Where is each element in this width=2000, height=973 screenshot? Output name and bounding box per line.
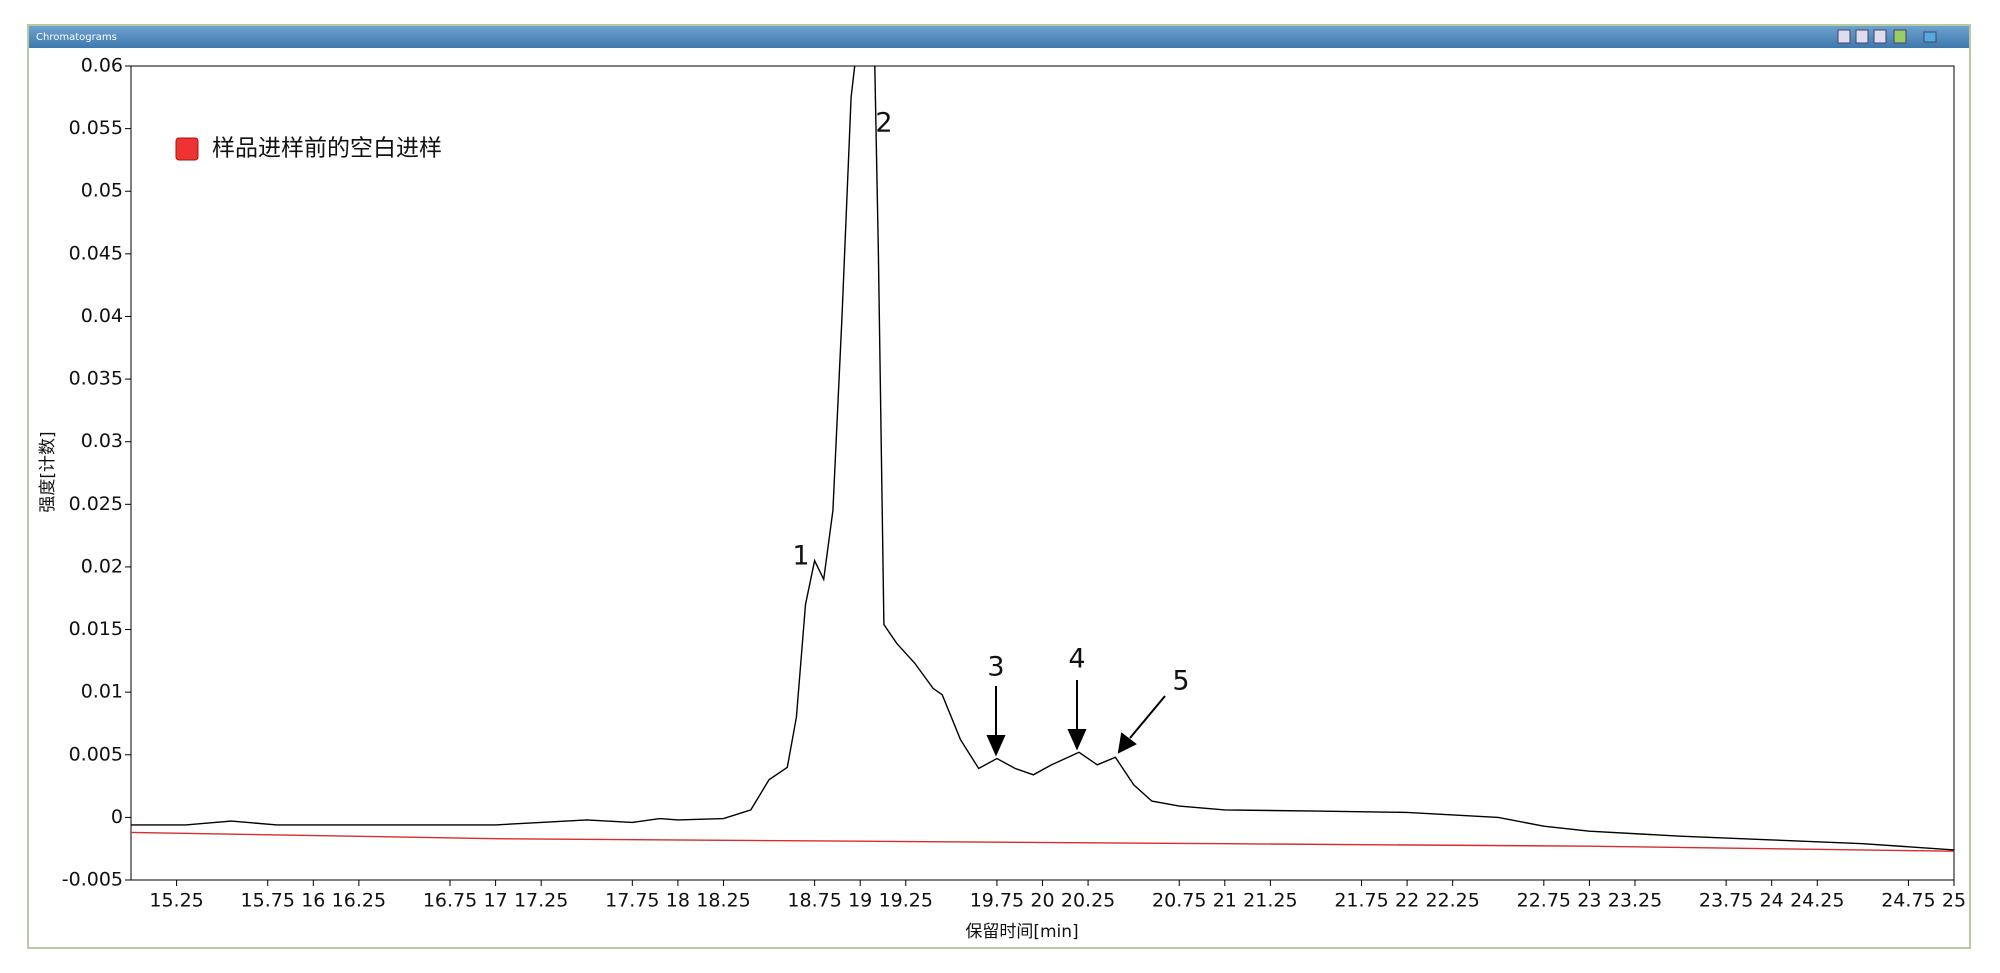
toolbar[interactable] [1837,29,1937,44]
x-tick-label: 22.25 [1425,890,1479,912]
tool-icon[interactable] [1837,29,1851,44]
x-tick-label: 18.25 [696,890,750,912]
series-line [131,831,1954,852]
peak-label: 3 [987,652,1004,683]
x-tick-label: 15.25 [149,890,203,912]
tool-icon[interactable] [1923,31,1937,43]
y-tick-label: 0.015 [69,618,123,640]
window-title: Chromatograms [36,32,117,43]
arrow-head [1117,732,1137,754]
x-tick-label: 16.75 [423,890,477,912]
x-tick-label: 20.75 [1152,890,1206,912]
x-tick-label: 25 [1942,890,1966,912]
x-tick-label: 20 [1030,890,1054,912]
legend-label: 样品进样前的空白进样 [212,136,442,162]
y-tick-label: 0.01 [81,681,123,703]
x-tick-label: 19 [848,890,872,912]
x-tick-label: 19.25 [879,890,933,912]
x-tick-label: 18 [666,890,690,912]
y-tick-label: 0.055 [69,117,123,139]
y-tick-label: 0.02 [81,555,123,577]
tool-icon[interactable] [1893,29,1907,44]
x-tick-label: 22.75 [1517,890,1571,912]
x-tick-label: 24.25 [1790,890,1844,912]
x-tick-label: 17.25 [514,890,568,912]
y-tick-label: 0.05 [81,180,123,202]
x-tick-label: 23.75 [1699,890,1753,912]
x-tick-label: 17.75 [605,890,659,912]
x-tick-label: 16.25 [332,890,386,912]
arrow-head [986,735,1006,757]
x-tick-label: 22 [1395,890,1419,912]
tool-icon[interactable] [1873,29,1887,44]
x-tick-label: 21.25 [1243,890,1297,912]
y-axis-label: 强度[计数] [38,431,58,512]
peak-label: 1 [792,541,809,572]
x-tick-label: 20.25 [1061,890,1115,912]
window-frame [27,24,1971,949]
annotation-arrows [986,680,1166,757]
peak-label: 2 [875,108,892,139]
x-axis-label: 保留时间[min] [965,922,1078,942]
x-tick-label: 24.75 [1881,890,1935,912]
y-tick-label: 0.04 [81,305,123,327]
x-tick-label: 23.25 [1608,890,1662,912]
x-tick-label: 21.75 [1334,890,1388,912]
x-tick-label: 18.75 [787,890,841,912]
plot-area [131,66,1954,852]
y-tick-label: 0.045 [69,242,123,264]
peak-label: 5 [1172,666,1189,697]
y-tick-label: 0.005 [69,743,123,765]
y-tick-label: 0.03 [81,430,123,452]
y-tick-label: 0 [111,806,123,828]
x-tick-label: 15.75 [241,890,295,912]
tool-icon[interactable] [1855,29,1869,44]
y-tick-label: 0.06 [81,55,123,77]
y-tick-label: -0.005 [62,869,123,891]
y-tick-label: 0.025 [69,493,123,515]
arrow-head [1067,729,1087,751]
series-line [131,66,1954,851]
title-bar [29,26,1969,48]
x-tick-label: 23 [1577,890,1601,912]
arrow [1129,695,1166,739]
x-tick-label: 19.75 [970,890,1024,912]
legend: 样品进样前的空白进样 [175,136,442,162]
x-tick-label: 21 [1213,890,1237,912]
x-tick-label: 24 [1760,890,1784,912]
x-tick-label: 17 [484,890,508,912]
y-tick-label: 0.035 [69,368,123,390]
legend-swatch [175,137,199,161]
peak-label: 4 [1068,644,1085,675]
x-tick-label: 16 [301,890,325,912]
